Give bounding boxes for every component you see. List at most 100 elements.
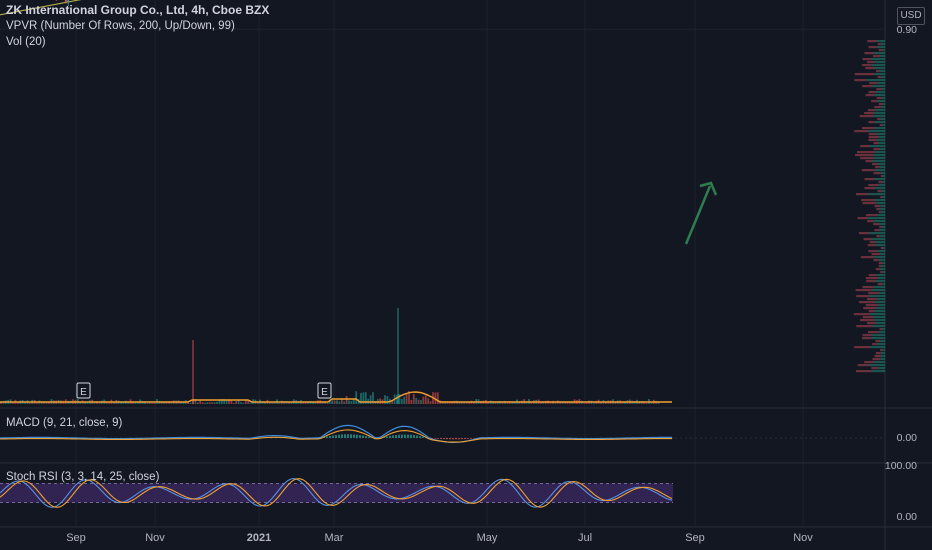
volume-profile-up [882, 271, 885, 274]
volume-profile-down [868, 310, 875, 313]
volume-profile-down [878, 265, 882, 268]
volume-profile-up [880, 205, 885, 208]
volume-profile-down [864, 52, 875, 55]
volume-profile-down [874, 229, 880, 232]
volume-profile-down [854, 346, 870, 349]
volume-profile-down [862, 58, 871, 61]
volume-profile-up [874, 178, 885, 181]
chart-title: ZK International Group Co., Ltd, 4h, Cbo… [6, 3, 270, 17]
volume-profile-up [874, 121, 885, 124]
volume-profile-down [872, 358, 881, 361]
macd-histogram-bar [401, 434, 403, 438]
vpvr-legend[interactable]: VPVR (Number Of Rows, 200, Up/Down, 99) [6, 20, 235, 32]
volume-bar [211, 402, 214, 404]
volume-bar [566, 401, 569, 404]
volume-bar [448, 402, 451, 404]
volume-profile-down [876, 88, 882, 91]
x-tick-label: Nov [793, 532, 813, 544]
volume-profile-up [872, 325, 885, 328]
volume-profile-up [874, 199, 885, 202]
volume-profile-up [878, 142, 885, 145]
volume-bar [530, 402, 533, 404]
volume-profile-down [879, 328, 883, 331]
volume-profile-up [882, 349, 885, 352]
volume-bar [326, 402, 329, 404]
volume-profile-up [871, 334, 885, 337]
volume-profile-up [874, 61, 885, 64]
volume-profile-up [882, 262, 885, 265]
volume-bar [444, 401, 446, 404]
volume-profile-down [875, 352, 881, 355]
volume-profile-up [880, 55, 885, 58]
volume-profile-up [880, 172, 885, 175]
volume-bar [614, 402, 617, 404]
macd-legend[interactable]: MACD (9, 21, close, 9) [6, 417, 123, 429]
volume-profile-up [874, 151, 885, 154]
volume-bar [151, 402, 154, 404]
volume-bar [201, 402, 204, 404]
volume-profile-up [879, 229, 885, 232]
volume-bar [24, 402, 26, 404]
volume-profile-down [862, 334, 872, 337]
volume-profile-down [866, 280, 876, 283]
volume-bar [412, 394, 415, 404]
stoch-legend[interactable]: Stoch RSI (3, 3, 14, 25, close) [6, 471, 160, 483]
volume-profile-up [877, 100, 885, 103]
volume-profile-down [865, 214, 878, 217]
volume-profile-down [862, 85, 873, 88]
volume-bar [182, 401, 185, 404]
volume-profile-up [874, 319, 885, 322]
volume-bar [180, 402, 182, 404]
vol-legend[interactable]: Vol (20) [6, 36, 46, 48]
volume-profile-down [868, 139, 877, 142]
volume-profile-up [869, 295, 885, 298]
volume-profile-up [877, 214, 885, 217]
volume-profile-up [882, 124, 885, 127]
volume-bar [249, 402, 252, 404]
volume-bar [405, 393, 408, 404]
volume-bar [400, 398, 403, 404]
volume-bar [288, 401, 290, 404]
volume-bar [196, 402, 199, 404]
volume-profile-down [868, 136, 879, 139]
volume-profile-up [882, 328, 885, 331]
earnings-marker-label: E [80, 387, 87, 398]
volume-profile-up [871, 64, 885, 67]
volume-bar [600, 402, 602, 404]
volume-bar [391, 401, 394, 404]
currency-badge[interactable]: USD [897, 7, 925, 25]
macd-histogram-bar [467, 438, 469, 439]
volume-bar [208, 402, 211, 404]
stoch-band [0, 483, 673, 503]
volume-bar [230, 400, 233, 404]
macd-histogram-bar [452, 438, 454, 440]
volume-bar [48, 401, 50, 404]
volume-profile-down [867, 109, 876, 112]
macd-pane [0, 424, 885, 444]
volume-bar [513, 402, 516, 404]
volume-bar [79, 402, 82, 404]
macd-histogram-bar [437, 438, 439, 439]
volume-bar [163, 402, 166, 404]
volume-profile-down [880, 349, 883, 352]
macd-histogram-bar [356, 434, 358, 438]
volume-profile [853, 40, 885, 373]
volume-profile-up [870, 58, 885, 61]
macd-histogram-bar [329, 435, 331, 438]
volume-bar [343, 401, 346, 404]
volume-bar [206, 402, 209, 404]
volume-bar [244, 399, 247, 404]
macd-histogram-bar [326, 436, 328, 438]
volume-bar [12, 402, 14, 404]
volume-bar [148, 402, 151, 404]
volume-profile-up [876, 307, 885, 310]
volume-bar [465, 401, 468, 404]
volume-profile-down [853, 313, 870, 316]
macd-histogram-bar [443, 438, 445, 440]
volume-profile-down [879, 226, 882, 229]
volume-profile-down [874, 205, 881, 208]
volume-profile-up [874, 127, 885, 130]
volume-profile-down [879, 124, 883, 127]
